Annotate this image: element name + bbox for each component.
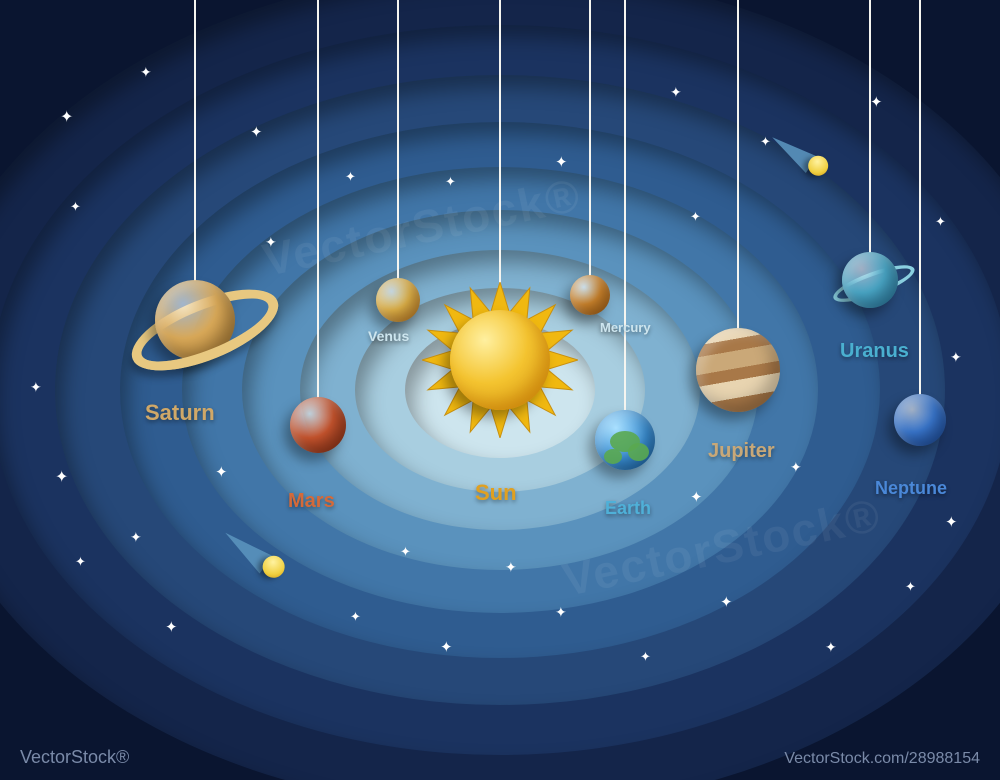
star-icon: ✦ <box>905 580 916 593</box>
star-icon: ✦ <box>555 605 567 619</box>
star-icon: ✦ <box>250 125 263 140</box>
planet-neptune <box>894 394 946 446</box>
planet-mercury <box>570 275 610 315</box>
planet-label-mars: Mars <box>288 490 335 513</box>
sun-body <box>450 310 550 410</box>
star-icon: ✦ <box>555 155 568 170</box>
star-icon: ✦ <box>130 530 142 544</box>
star-icon: ✦ <box>440 640 453 655</box>
star-icon: ✦ <box>55 470 68 486</box>
footer-brand: VectorStock® <box>20 747 129 768</box>
star-icon: ✦ <box>70 200 81 213</box>
planet-venus <box>376 278 420 322</box>
hanging-string <box>624 0 626 411</box>
planet-label-earth: Earth <box>605 498 651 519</box>
star-icon: ✦ <box>950 350 962 364</box>
star-icon: ✦ <box>670 85 682 99</box>
hanging-string <box>919 0 921 395</box>
hanging-string <box>499 0 501 302</box>
hanging-string <box>194 0 196 281</box>
star-icon: ✦ <box>30 380 42 394</box>
star-icon: ✦ <box>505 560 517 574</box>
star-icon: ✦ <box>75 555 86 568</box>
hanging-string <box>869 0 871 253</box>
hanging-string <box>397 0 399 279</box>
star-icon: ✦ <box>690 490 703 505</box>
solar-system-diagram: ✦✦✦✦✦✦✦✦✦✦✦✦✦✦✦✦✦✦✦✦✦✦✦✦✦✦✦✦✦✦✦✦SunMercu… <box>0 0 1000 780</box>
planet-jupiter <box>696 328 780 412</box>
earth-land <box>604 449 622 464</box>
planet-label-saturn: Saturn <box>145 400 215 426</box>
planet-mars <box>290 397 346 453</box>
star-icon: ✦ <box>935 215 946 228</box>
star-icon: ✦ <box>640 650 651 663</box>
star-icon: ✦ <box>350 610 361 623</box>
planet-label-mercury: Mercury <box>600 320 651 335</box>
star-icon: ✦ <box>720 595 733 610</box>
star-icon: ✦ <box>140 65 152 79</box>
star-icon: ✦ <box>265 235 277 249</box>
planet-uranus <box>842 252 898 308</box>
star-icon: ✦ <box>165 620 178 635</box>
hanging-string <box>317 0 319 398</box>
footer-id: VectorStock.com/28988154 <box>784 750 980 768</box>
star-icon: ✦ <box>790 460 802 474</box>
star-icon: ✦ <box>60 110 73 126</box>
star-icon: ✦ <box>945 515 958 530</box>
planet-label-neptune: Neptune <box>875 478 947 499</box>
star-icon: ✦ <box>690 210 701 223</box>
star-icon: ✦ <box>825 640 837 654</box>
star-icon: ✦ <box>445 175 456 188</box>
star-icon: ✦ <box>345 170 356 183</box>
sun-label: Sun <box>475 480 517 506</box>
star-icon: ✦ <box>870 95 883 110</box>
planet-label-venus: Venus <box>368 328 409 344</box>
hanging-string <box>737 0 739 329</box>
earth-land <box>628 443 649 461</box>
star-icon: ✦ <box>400 545 411 558</box>
planet-label-jupiter: Jupiter <box>708 440 775 463</box>
star-icon: ✦ <box>215 465 228 480</box>
planet-label-uranus: Uranus <box>840 340 909 363</box>
hanging-string <box>589 0 591 276</box>
